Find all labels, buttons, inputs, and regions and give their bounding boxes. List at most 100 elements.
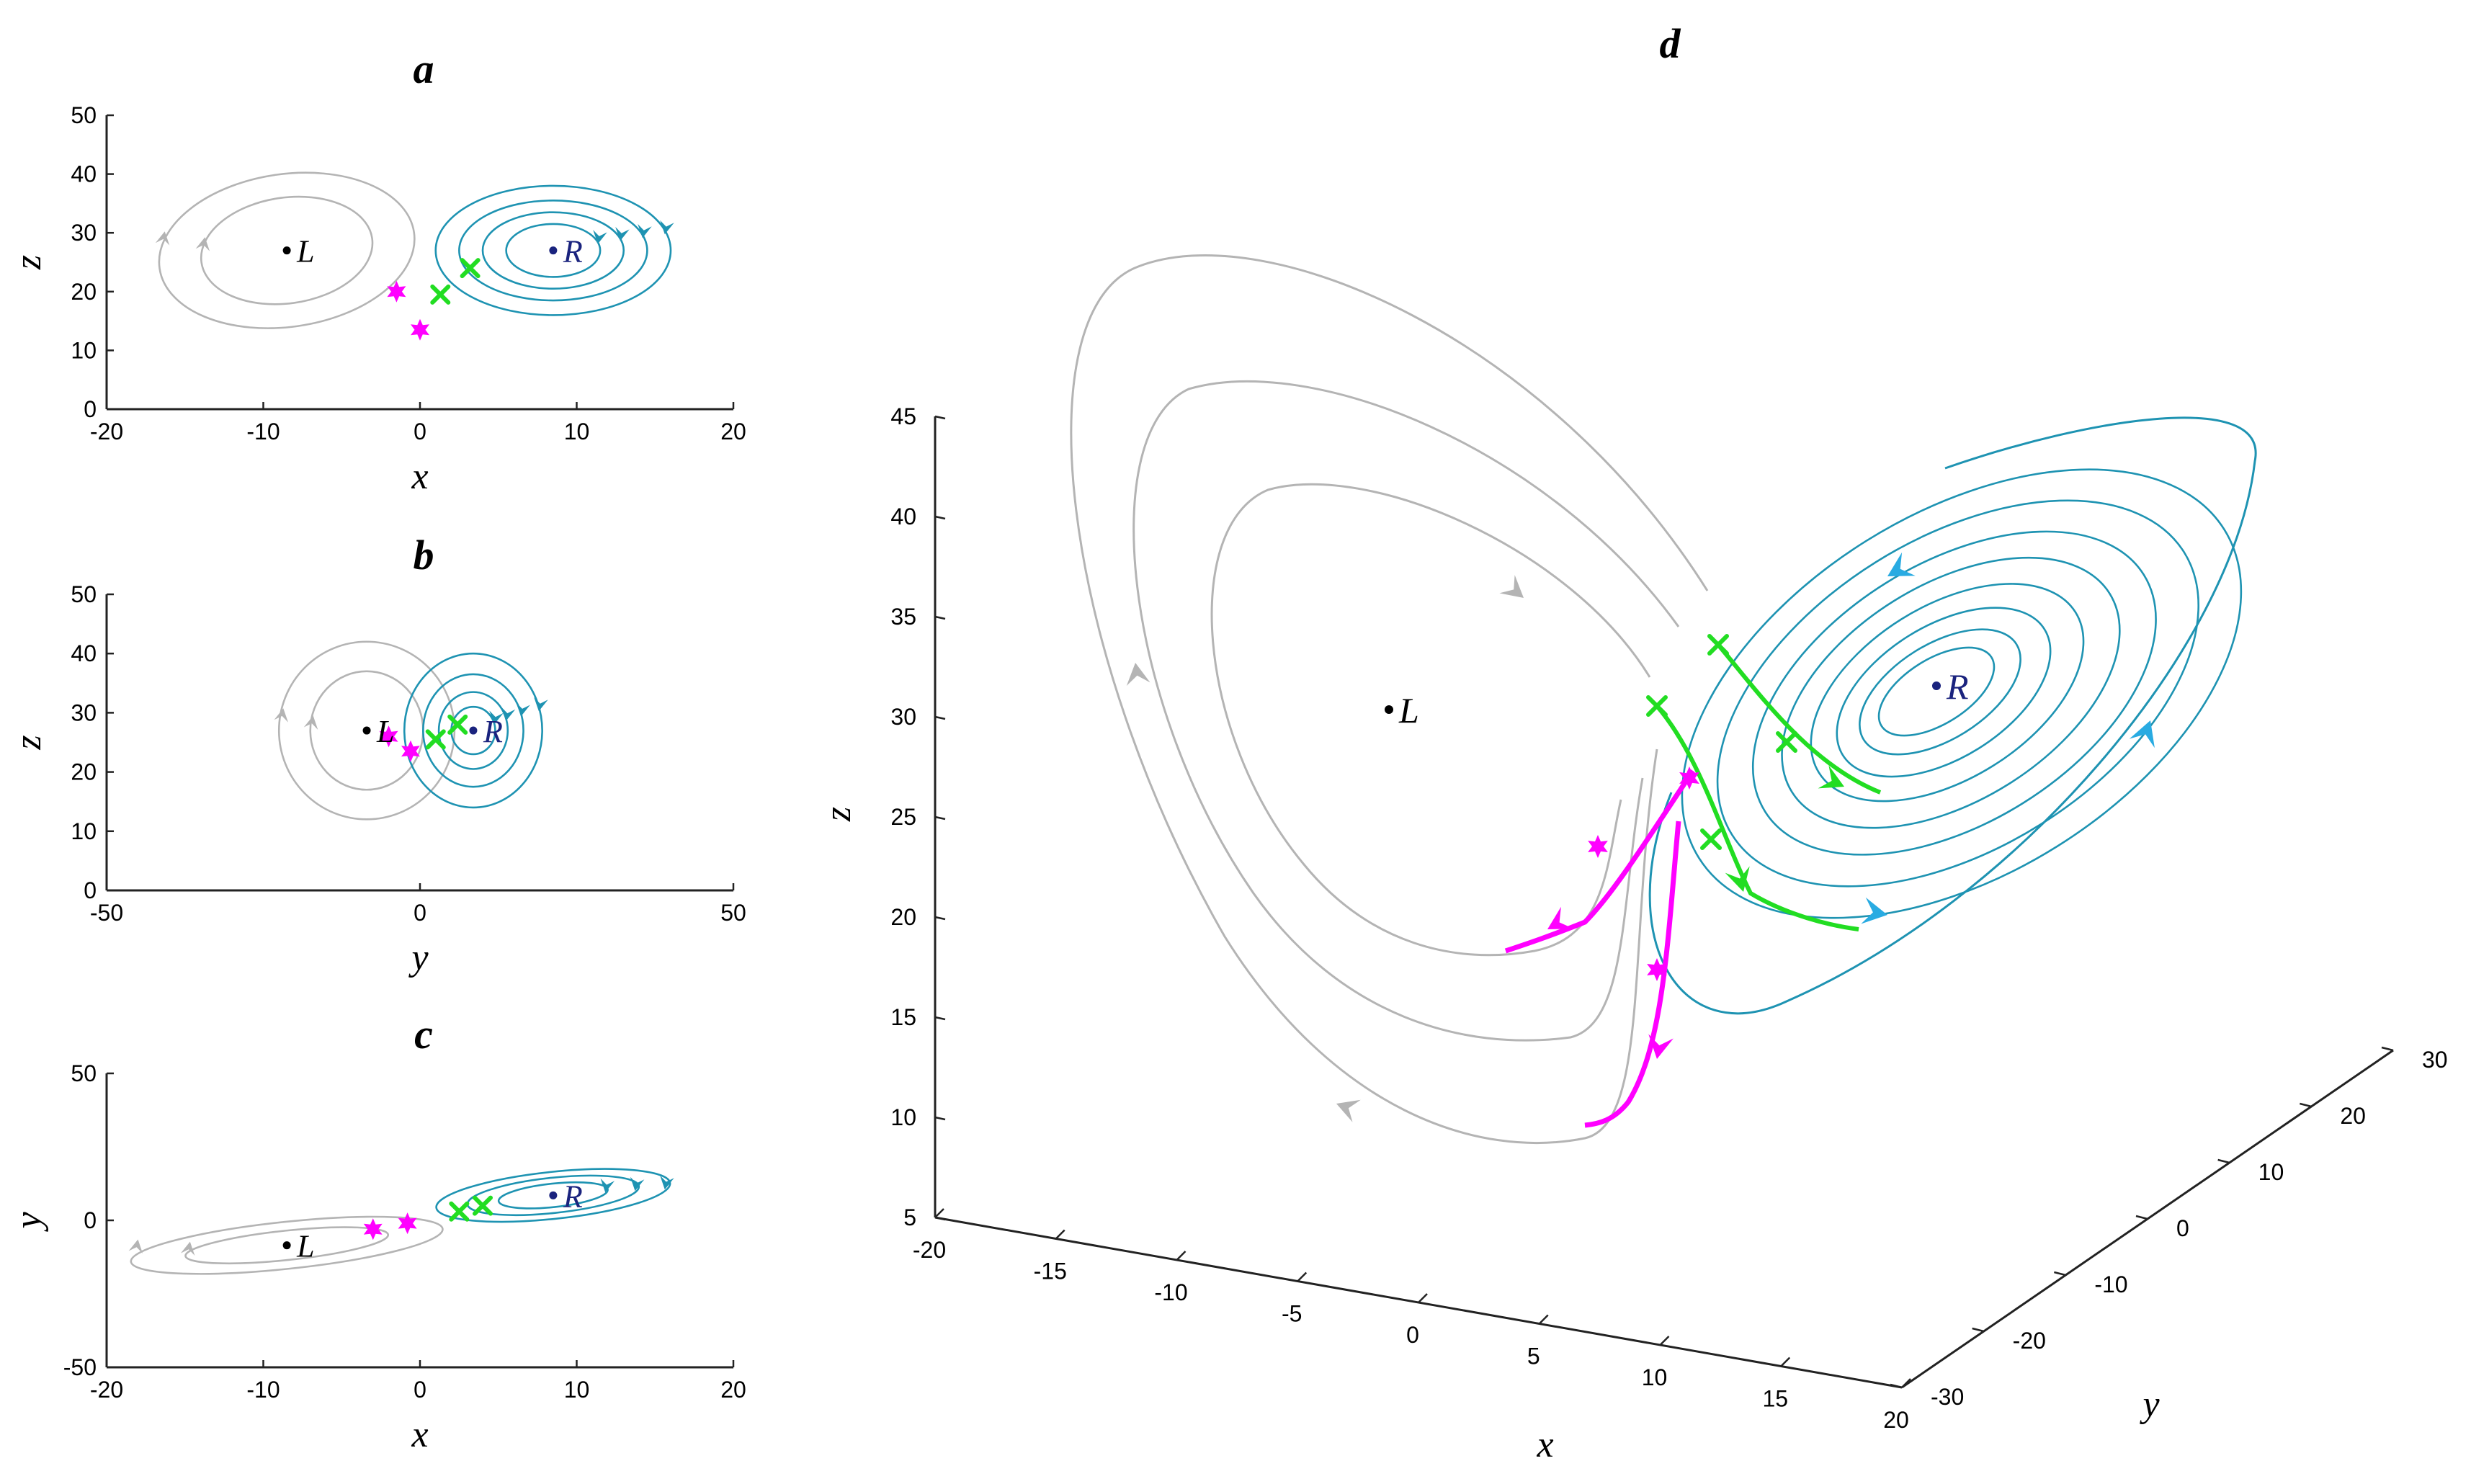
x-tick (1538, 1314, 1549, 1325)
x-tick-label: 0 (414, 419, 426, 444)
z-tick (934, 1116, 946, 1121)
marker-stroke (473, 1195, 493, 1216)
panel-title: c (414, 1011, 433, 1058)
x-tick-label: 10 (564, 1377, 590, 1403)
magenta-marker (401, 740, 420, 762)
arrowhead (1547, 906, 1574, 929)
panel-title: a (414, 45, 434, 92)
magenta-marker (1588, 835, 1608, 858)
equilibrium-R-label: R (563, 1179, 583, 1214)
y-axis-label: z (8, 255, 49, 270)
equilibrium-R-label: R (1946, 666, 1969, 707)
left-orbit (1210, 483, 1651, 957)
right-orbit (1751, 530, 2157, 856)
orbit-right-3 (497, 1181, 609, 1210)
x-axis-label: x (411, 456, 428, 497)
equilibrium-L-dot (282, 246, 291, 255)
z-tick (934, 815, 946, 821)
green-trajectory (1716, 643, 1882, 795)
arrowhead (1725, 866, 1750, 892)
magenta-marker (411, 318, 429, 341)
y-tick-label: 40 (71, 640, 97, 666)
right-orbit (1859, 628, 2021, 756)
y-tick-label: 50 (71, 102, 97, 128)
magenta-marker (398, 1212, 417, 1235)
y-tick (2217, 1158, 2230, 1164)
x-tick-label: -20 (90, 419, 123, 444)
marker-cross (1707, 634, 1729, 656)
x-tick (1176, 1251, 1187, 1261)
x-tick-label: 20 (1883, 1407, 1909, 1433)
y-tick (2381, 1046, 2394, 1052)
z-tick (934, 615, 946, 620)
z-tick (934, 715, 946, 720)
equilibrium-R-dot (469, 726, 478, 735)
magenta-marker (363, 1218, 383, 1241)
arrowhead (660, 1175, 674, 1190)
left-orbit (1132, 380, 1680, 1042)
y-tick-label: 0 (2176, 1215, 2189, 1241)
arrowhead (660, 220, 674, 235)
arrowhead (489, 710, 504, 725)
x-tick-label: 10 (564, 419, 590, 444)
z-tick-label: 40 (890, 504, 916, 529)
x-tick-label: 15 (1762, 1386, 1788, 1412)
y-tick-label: 0 (84, 1207, 97, 1233)
y-tick-label: 0 (84, 877, 97, 903)
arrowhead (593, 230, 607, 244)
z-tick-label: 45 (890, 403, 916, 429)
marker-cross (1776, 731, 1797, 753)
marker-stroke (1646, 695, 1668, 717)
z-tick (934, 1016, 946, 1021)
z-tick (934, 1216, 946, 1221)
right-orbit (1810, 583, 2085, 803)
z-tick (934, 515, 946, 520)
y-tick-label: 40 (71, 161, 97, 187)
equilibrium-R-dot (549, 246, 558, 255)
y-tick (2054, 1271, 2066, 1277)
marker-cross (1700, 828, 1722, 850)
y-tick (1890, 1383, 1903, 1389)
marker-cross (447, 714, 468, 735)
magenta-marker (379, 725, 398, 748)
arrowhead (1336, 1099, 1361, 1122)
x-tick-label: -10 (1154, 1279, 1187, 1305)
x-tick-label: -20 (90, 1377, 123, 1403)
y-tick-label: 30 (2422, 1047, 2448, 1073)
left-orbit (1070, 254, 1709, 1144)
panel-d: d 5 10 15 20 25 30 35 40 45 -20 -15 -10 -5 0 5 10 15 20 -30… (818, 20, 2448, 1465)
magenta-trajectory (1584, 821, 1681, 1128)
arrowhead (128, 1239, 143, 1253)
x-tick (1418, 1293, 1428, 1303)
y-axis-label: y (8, 1212, 49, 1233)
arrowhead (1818, 765, 1844, 789)
magenta-marker (1679, 766, 1699, 790)
marker-cross (1646, 695, 1668, 717)
panel-a: a -20 -10 0 10 20 0 10 20 30 40 50 x z L R (8, 45, 746, 497)
right-orbit (1681, 468, 2243, 919)
z-axis-label: z (818, 807, 859, 822)
arrowhead (638, 223, 652, 238)
arrowhead (615, 227, 630, 241)
x-tick-label: -5 (1282, 1301, 1302, 1327)
x-tick-label: -15 (1034, 1259, 1067, 1284)
z-tick-label: 5 (903, 1204, 916, 1230)
arrowhead (501, 707, 516, 721)
arrowhead (303, 715, 318, 730)
y-tick-label: 30 (71, 699, 97, 725)
marker-cross (430, 284, 451, 305)
equilibrium-R-dot (549, 1191, 558, 1199)
x-tick-label: 10 (1642, 1364, 1668, 1390)
orbit-right-1 (403, 652, 543, 809)
y-tick-label: 20 (2340, 1103, 2366, 1129)
orbit-right-2 (458, 200, 648, 302)
arrowhead (1126, 663, 1150, 686)
z-tick-label: 25 (890, 804, 916, 830)
z-tick (934, 415, 946, 420)
y-tick-label: -30 (1931, 1384, 1964, 1410)
x-tick-label: 0 (1406, 1322, 1419, 1348)
panel-title: d (1660, 20, 1681, 67)
marker-stroke (1700, 828, 1722, 850)
magenta-marker (387, 280, 406, 303)
x-tick (1055, 1229, 1065, 1240)
